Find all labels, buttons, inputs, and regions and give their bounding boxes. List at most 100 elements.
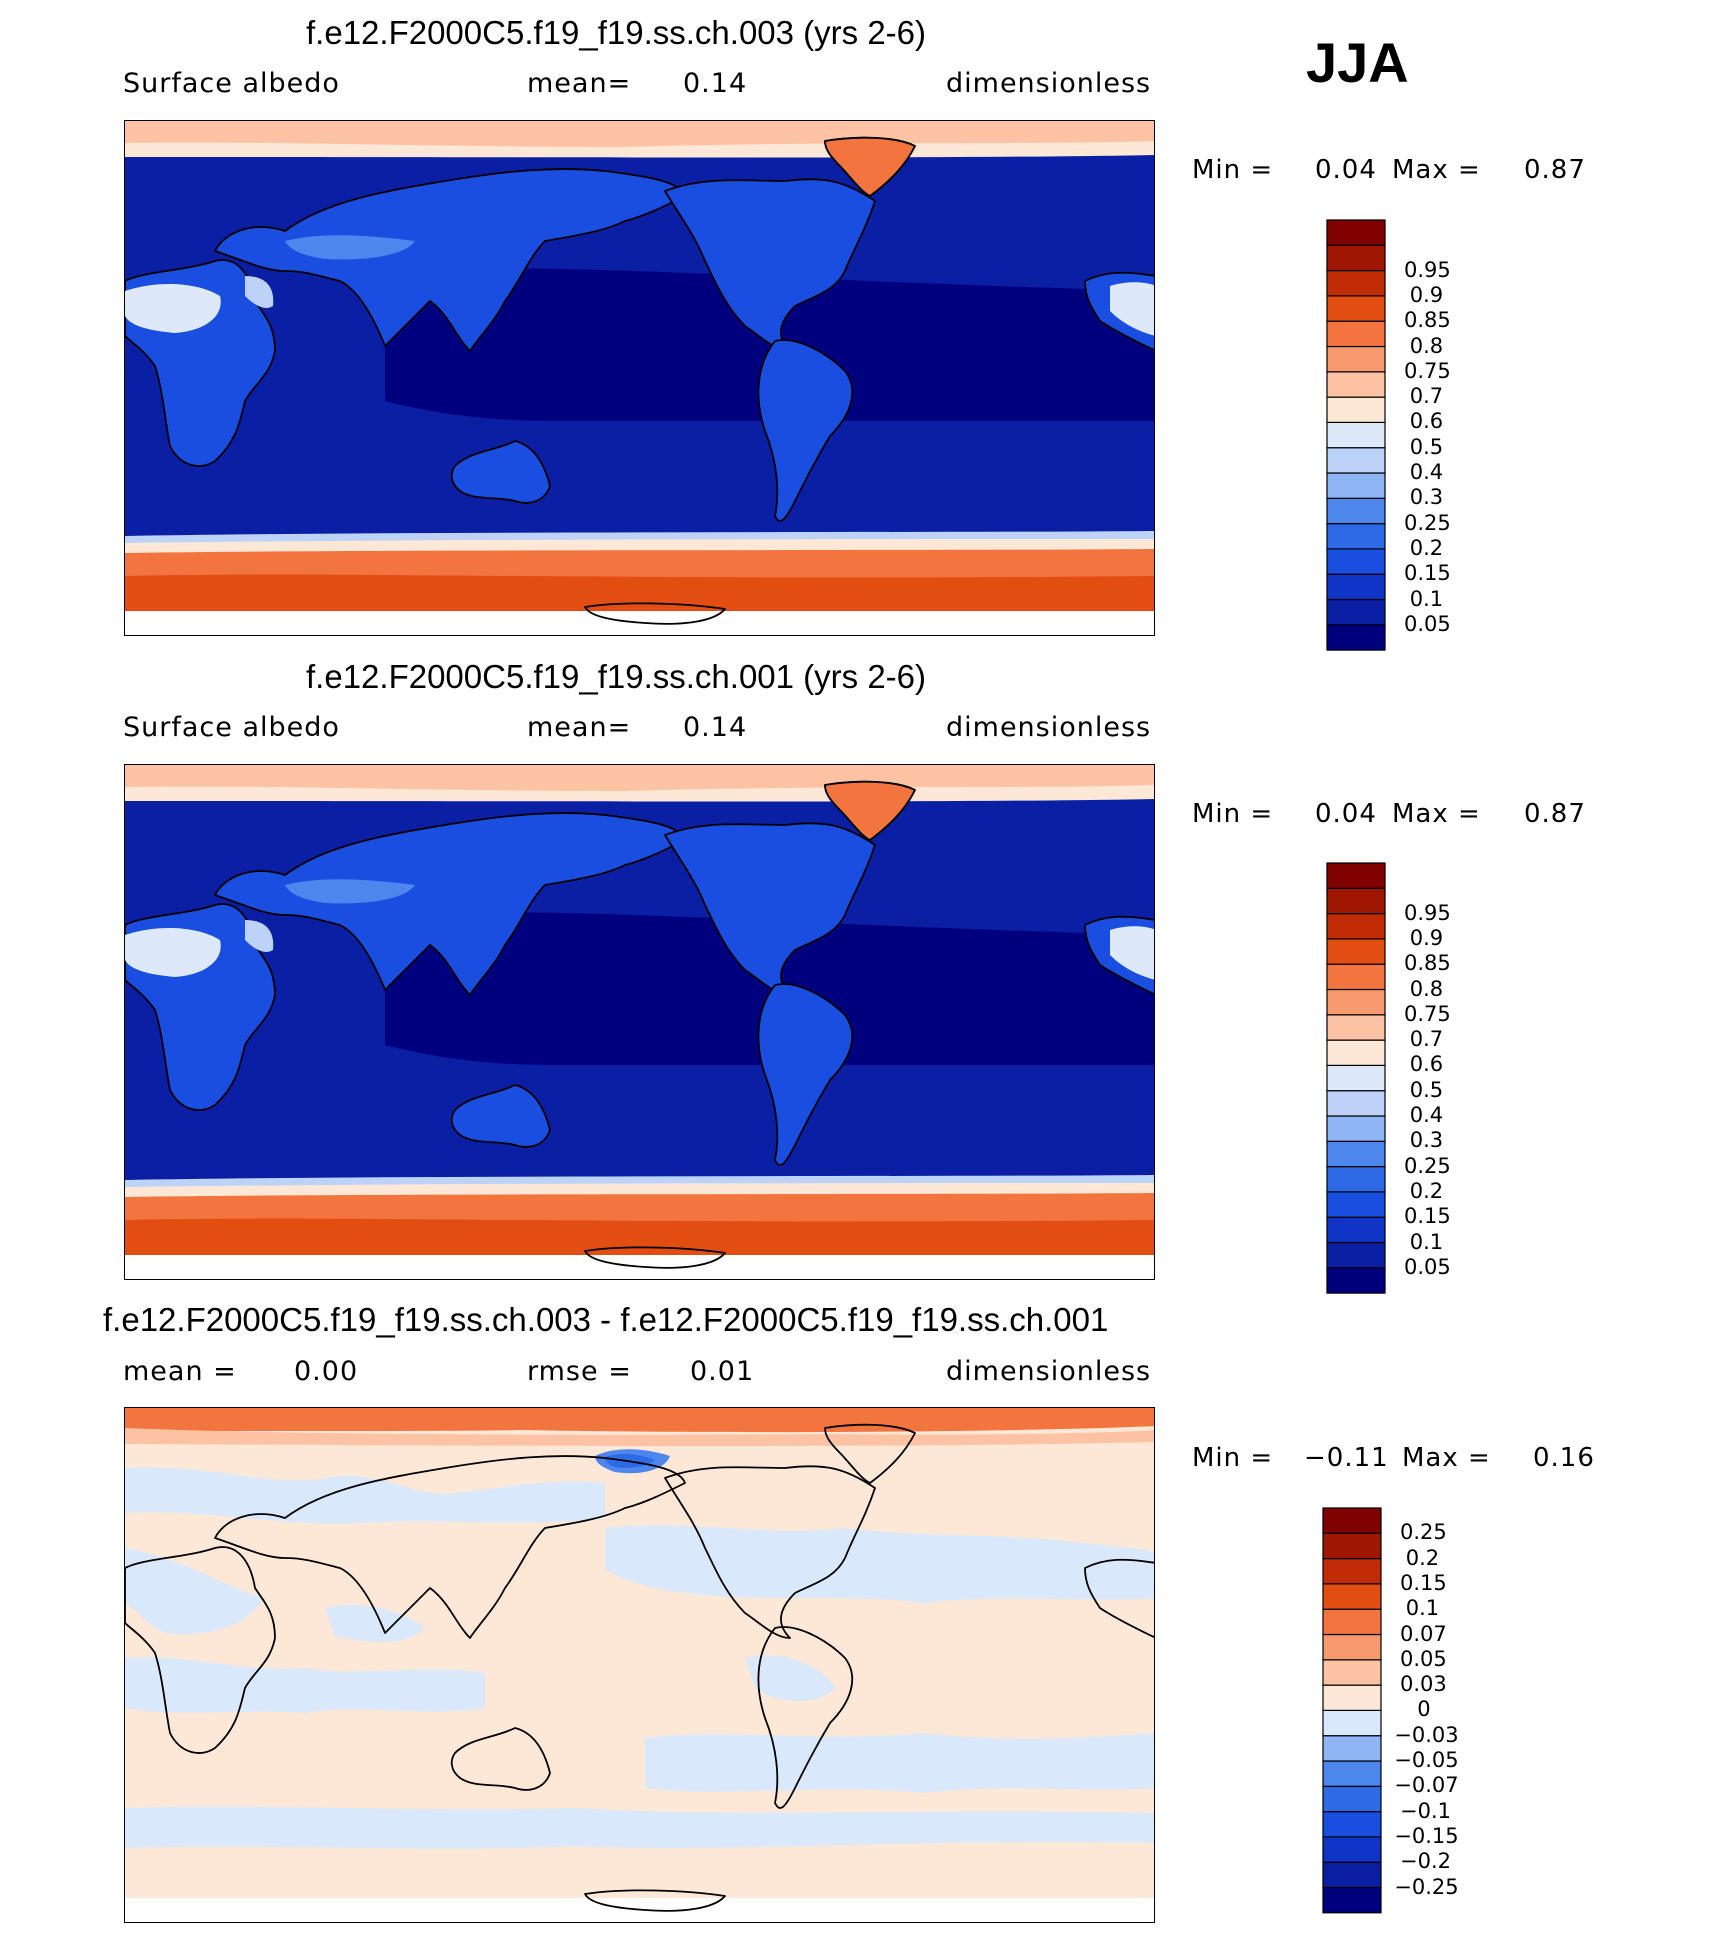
- colorbar-tick-label: 0.15: [1404, 561, 1451, 586]
- colorbar-tick-label: 0.8: [1409, 333, 1444, 358]
- colorbar-tick-label: 0.5: [1409, 1077, 1444, 1102]
- panel-3-max-label: Max =: [1402, 1443, 1491, 1473]
- colorbar-tick-label: 0.4: [1409, 460, 1444, 484]
- colorbar-box: [1326, 573, 1386, 601]
- colorbar-tick-label: 0.6: [1409, 1052, 1444, 1077]
- colorbar-tick-label: 0.75: [1404, 358, 1451, 383]
- colorbar-box: [1322, 1785, 1382, 1813]
- colorbar-box: [1326, 447, 1386, 474]
- colorbar-box: [1326, 1191, 1386, 1218]
- colorbar-boxes: [1326, 219, 1386, 651]
- colorbar-box: [1326, 1064, 1386, 1092]
- colorbar-box: [1326, 862, 1386, 889]
- colorbar-tick-label: 0.2: [1405, 1545, 1440, 1570]
- colorbar-tick-label: 0.25: [1404, 1153, 1451, 1178]
- colorbar-box: [1326, 269, 1386, 297]
- panel-3-map: [124, 1407, 1155, 1923]
- colorbar-boxes: [1326, 862, 1386, 1294]
- colorbar-box: [1322, 1608, 1382, 1636]
- colorbar-tick-label: 0.25: [1404, 510, 1451, 535]
- colorbar-box: [1322, 1811, 1382, 1838]
- colorbar-tick-label: 0.2: [1409, 535, 1444, 560]
- panel-3-rmse-value: 0.01: [690, 1356, 755, 1387]
- colorbar-tick-label: 0.15: [1404, 1204, 1451, 1229]
- colorbar-box: [1326, 244, 1386, 272]
- colorbar-box: [1326, 1090, 1386, 1117]
- panel-1-title: f.e12.F2000C5.f19_f19.ss.ch.003 (yrs 2-6…: [306, 14, 927, 51]
- panel-2-mean-label: mean=: [527, 712, 632, 743]
- colorbar-box: [1326, 1241, 1386, 1269]
- panel-2-min-label: Min =: [1192, 799, 1274, 829]
- colorbar-box: [1326, 988, 1386, 1016]
- colorbar-tick-label: 0.1: [1409, 586, 1444, 611]
- colorbar-tick-label: −0.03: [1394, 1722, 1459, 1747]
- panel-2-units: dimensionless: [946, 712, 1152, 743]
- colorbar-box: [1326, 1267, 1386, 1294]
- colorbar-box: [1322, 1735, 1382, 1762]
- panel-3-min-value: −0.11: [1304, 1443, 1389, 1473]
- panel-2-max-label: Max =: [1392, 799, 1481, 829]
- panel-2-variable-label: Surface albedo: [123, 712, 340, 743]
- colorbar-tick-label: 0.9: [1409, 282, 1444, 307]
- panel-1-max-value: 0.87: [1524, 155, 1586, 185]
- colorbar-tick-label: 0.07: [1400, 1621, 1447, 1646]
- panel-3-min-label: Min =: [1192, 1443, 1274, 1473]
- panel-1-mean-label: mean=: [527, 68, 632, 99]
- colorbar-box: [1322, 1557, 1382, 1585]
- colorbar-box: [1326, 1166, 1386, 1193]
- colorbar-box: [1322, 1709, 1382, 1737]
- colorbar-tick-label: 0.95: [1404, 900, 1451, 925]
- colorbar-box: [1326, 497, 1386, 525]
- colorbar-box: [1326, 371, 1386, 398]
- colorbar-tick-label: 0.3: [1409, 485, 1444, 510]
- panel-2-max-value: 0.87: [1524, 799, 1586, 829]
- colorbar-tick-label: 0.3: [1409, 1128, 1444, 1153]
- colorbar-tick-label: −0.07: [1394, 1773, 1459, 1798]
- colorbar-tick-label: 0.7: [1409, 384, 1444, 409]
- colorbar-tick-label: 0.85: [1404, 951, 1451, 976]
- colorbar-box: [1322, 1633, 1382, 1661]
- colorbar-box: [1326, 887, 1386, 915]
- colorbar-tick-label: 0.1: [1409, 1229, 1444, 1254]
- panel-3-units: dimensionless: [946, 1356, 1152, 1387]
- colorbar-tick-label: −0.05: [1394, 1748, 1459, 1772]
- colorbar-tick-label: 0.8: [1409, 976, 1444, 1001]
- colorbar-tick-label: 0: [1417, 1697, 1431, 1722]
- panel-2-mean-value: 0.14: [683, 712, 748, 743]
- colorbar-tick-label: 0.05: [1400, 1646, 1447, 1671]
- colorbar-tick-label: 0.1: [1405, 1596, 1440, 1621]
- colorbar-box: [1326, 1115, 1386, 1142]
- colorbar-box: [1322, 1583, 1382, 1610]
- colorbar-tick-label: 0.05: [1404, 611, 1451, 636]
- colorbar-tick-label: −0.2: [1400, 1849, 1451, 1874]
- colorbar-box: [1326, 320, 1386, 348]
- colorbar-tick-label: 0.6: [1409, 409, 1444, 434]
- colorbar-box: [1326, 1140, 1386, 1168]
- colorbar-tick-label: 0.15: [1400, 1570, 1447, 1595]
- colorbar-box: [1322, 1861, 1382, 1889]
- colorbar-box: [1326, 938, 1386, 965]
- panel-1-mean-value: 0.14: [683, 68, 748, 99]
- panel-2-min-value: 0.04: [1315, 799, 1377, 829]
- colorbar-box: [1326, 963, 1386, 991]
- panel-3-max-value: 0.16: [1533, 1443, 1595, 1473]
- panel-3-title: f.e12.F2000C5.f19_f19.ss.ch.003 - f.e12.…: [103, 1301, 1109, 1338]
- panel-2-map: [124, 764, 1155, 1280]
- colorbar-tick-label: 0.95: [1404, 257, 1451, 282]
- colorbar-box: [1326, 548, 1386, 575]
- colorbar-box: [1322, 1684, 1382, 1712]
- panel-1-map: [124, 120, 1155, 636]
- panel-1-max-label: Max =: [1392, 155, 1481, 185]
- colorbar-box: [1322, 1659, 1382, 1686]
- colorbar-tick-label: −0.15: [1394, 1823, 1459, 1848]
- colorbar-box: [1326, 295, 1386, 322]
- colorbar-box: [1326, 523, 1386, 550]
- panel-1-min-label: Min =: [1192, 155, 1274, 185]
- colorbar-tick-label: 0.4: [1409, 1103, 1444, 1127]
- panel-1-variable-label: Surface albedo: [123, 68, 340, 99]
- colorbar-box: [1326, 912, 1386, 940]
- colorbar-tick-label: 0.05: [1404, 1254, 1451, 1279]
- colorbar-box: [1322, 1886, 1382, 1914]
- colorbar-box: [1322, 1760, 1382, 1787]
- colorbar-tick-label: 0.75: [1404, 1001, 1451, 1026]
